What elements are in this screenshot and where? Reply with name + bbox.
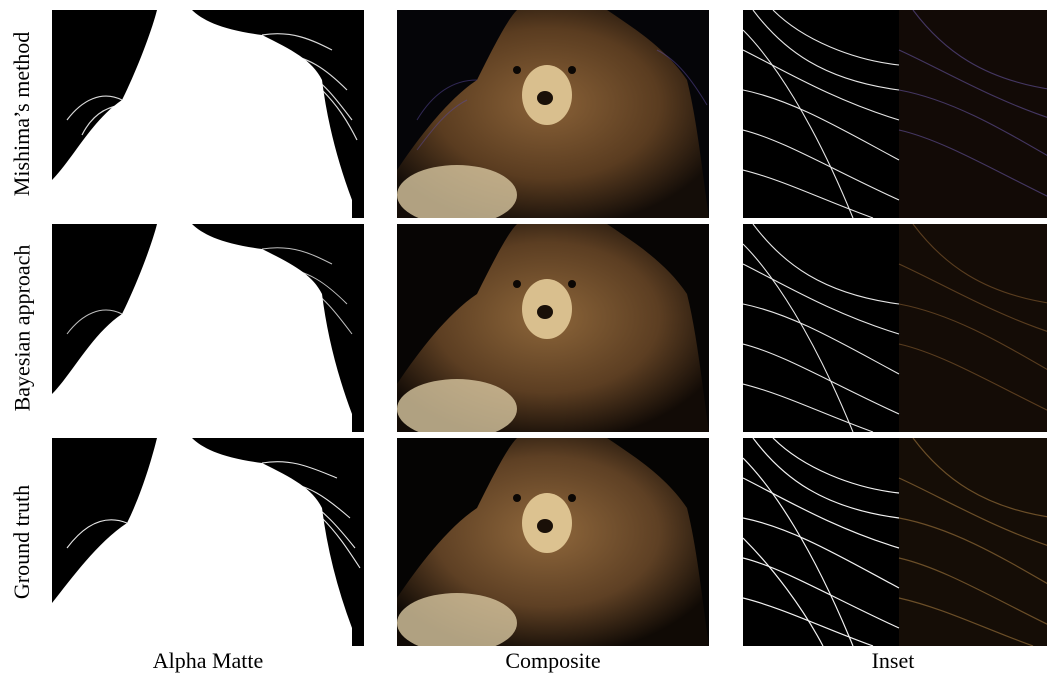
- composite-bayesian: [397, 224, 709, 432]
- composite-ground-truth: [397, 438, 709, 646]
- row-label-mishima: Mishima’s method: [2, 10, 42, 218]
- inset-mishima: [743, 10, 1047, 218]
- composite-mishima: [397, 10, 709, 218]
- inset-bayesian: [743, 224, 1047, 432]
- column-label-composite: Composite: [505, 648, 601, 673]
- alpha-matte-mishima: [52, 10, 364, 218]
- alpha-matte-ground-truth: [52, 438, 364, 646]
- row-label-text: Ground truth: [9, 484, 35, 600]
- column-label-inset: Inset: [871, 648, 915, 673]
- row-label-ground-truth: Ground truth: [2, 438, 42, 646]
- column-label-alpha-matte: Alpha Matte: [152, 648, 264, 673]
- row-label-text: Mishima’s method: [9, 31, 35, 197]
- row-label-bayesian: Bayesian approach: [2, 224, 42, 432]
- row-label-text: Bayesian approach: [9, 244, 35, 412]
- inset-ground-truth: [743, 438, 1047, 646]
- alpha-matte-bayesian: [52, 224, 364, 432]
